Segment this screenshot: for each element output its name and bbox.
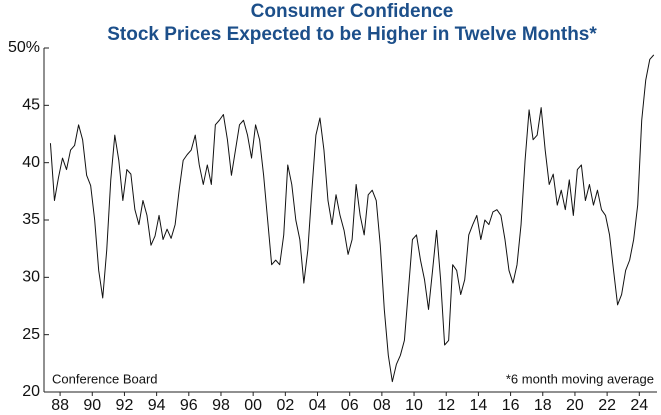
- series-line: [49, 54, 655, 383]
- footnote: *6 month moving average: [506, 371, 654, 386]
- chart-subtitle: Stock Prices Expected to be Higher in Tw…: [107, 24, 597, 45]
- x-tick-label: 10: [405, 397, 423, 414]
- x-tick-label: 20: [566, 397, 584, 414]
- x-tick-label: 92: [116, 397, 134, 414]
- x-tick-label: 88: [51, 397, 69, 414]
- x-tick-label: 22: [598, 397, 616, 414]
- x-tick-label: 94: [148, 397, 166, 414]
- x-tick-label: 16: [502, 397, 520, 414]
- x-tick-label: 06: [341, 397, 359, 414]
- y-tick-label: 30: [22, 269, 40, 286]
- x-tick-label: 14: [470, 397, 488, 414]
- y-tick-label: 35: [22, 211, 40, 228]
- x-tick-label: 90: [83, 397, 101, 414]
- x-tick-label: 12: [437, 397, 455, 414]
- x-tick-label: 04: [309, 397, 327, 414]
- x-tick-label: 02: [276, 397, 294, 414]
- x-tick-label: 98: [212, 397, 230, 414]
- x-tick-label: 00: [244, 397, 262, 414]
- x-tick-label: 08: [373, 397, 391, 414]
- y-tick-label: 40: [22, 154, 40, 171]
- source-note: Conference Board: [52, 371, 158, 386]
- y-tick-label: 25: [22, 326, 40, 343]
- y-tick-label: 45: [22, 97, 40, 114]
- x-tick-label: 24: [630, 397, 648, 414]
- chart-title: Consumer Confidence: [251, 1, 454, 22]
- x-tick-label: 18: [534, 397, 552, 414]
- x-tick-label: 96: [180, 397, 198, 414]
- y-tick-label: 50%: [8, 39, 40, 56]
- y-tick-label: 20: [22, 383, 40, 400]
